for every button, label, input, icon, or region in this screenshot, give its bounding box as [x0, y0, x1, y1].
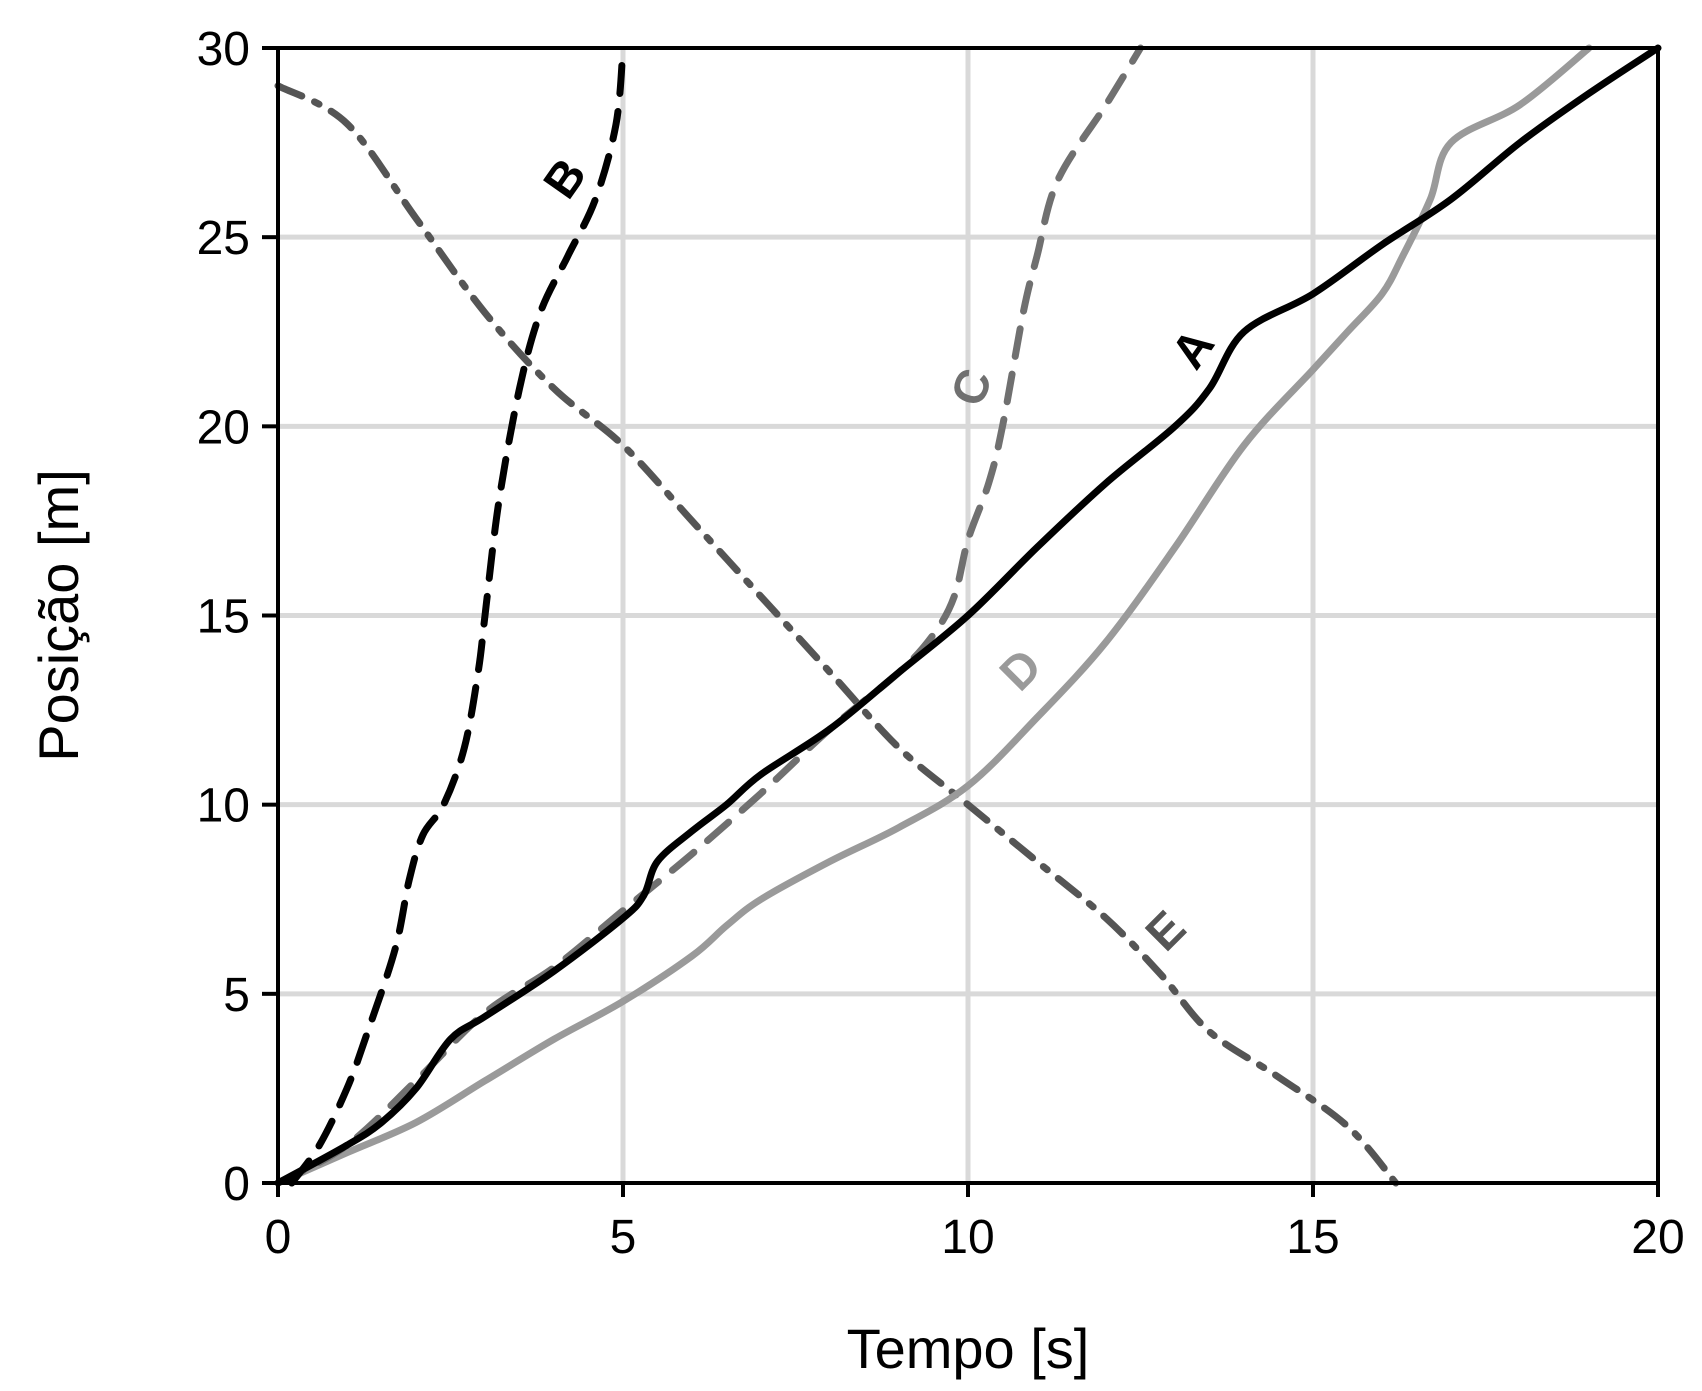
- series-label-b: B: [534, 149, 597, 208]
- series-label-c: C: [941, 362, 1003, 413]
- series-line-d: [274, 44, 1593, 1187]
- y-tick-label: 20: [197, 401, 250, 454]
- x-tick-label: 0: [265, 1211, 292, 1264]
- series-line-a: [274, 44, 1662, 1187]
- x-tick-label: 5: [610, 1211, 637, 1264]
- x-tick-label: 15: [1286, 1211, 1339, 1264]
- y-tick-label: 25: [197, 212, 250, 265]
- series-line-e: [274, 82, 1400, 1187]
- y-tick-label: 30: [197, 23, 250, 76]
- y-tick-label: 0: [223, 1158, 250, 1211]
- x-tick-label: 20: [1631, 1211, 1684, 1264]
- series-label-a: A: [1162, 320, 1225, 379]
- series-line-b: [288, 44, 627, 1187]
- series-label-e: E: [1136, 901, 1196, 961]
- tick-layer: 0 5 10 15 20 0 5 10 15 20 25 30: [197, 23, 1685, 1264]
- series-label-d: D: [990, 639, 1052, 701]
- y-axis-title: Posição [m]: [27, 469, 90, 762]
- y-tick-label: 10: [197, 780, 250, 833]
- series-layer: [274, 44, 1662, 1187]
- x-axis-title: Tempo [s]: [847, 1317, 1090, 1380]
- y-tick-label: 5: [223, 969, 250, 1022]
- y-tick-label: 15: [197, 591, 250, 644]
- x-tick-label: 10: [941, 1211, 994, 1264]
